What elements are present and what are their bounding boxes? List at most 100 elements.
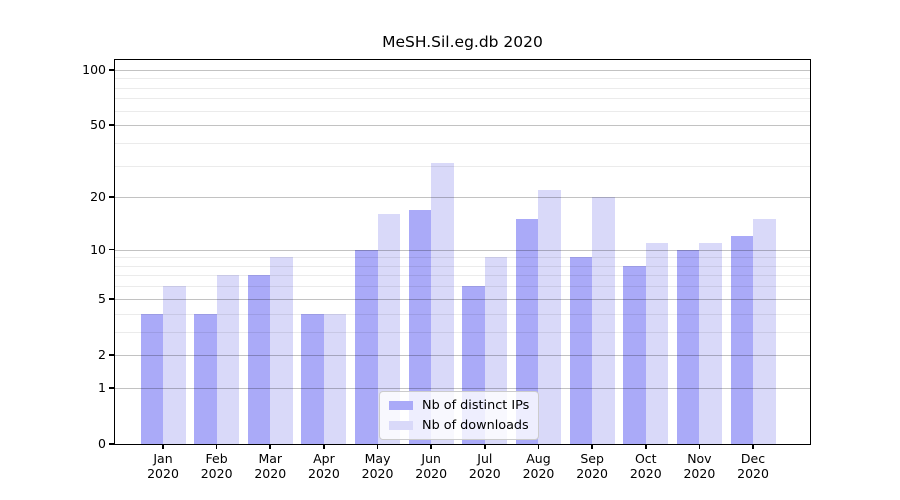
bar-distinct-ips-aug: [515, 219, 539, 444]
gridline-y-50: [115, 125, 810, 127]
x-tick-label-oct: Oct 2020: [618, 451, 674, 481]
gridline-y-3: [115, 331, 810, 333]
bar-downloads-may: [377, 214, 401, 444]
x-tick-label-year: 2020: [147, 466, 179, 481]
bar-downloads-oct: [645, 242, 669, 444]
x-tick-mark-aug: [537, 444, 540, 449]
legend-item-distinct-ips: Nb of distinct IPs: [389, 398, 529, 413]
x-tick-label-feb: Feb 2020: [189, 451, 245, 481]
bar-downloads-feb: [216, 275, 240, 444]
bar-distinct-ips-jun: [408, 209, 432, 444]
x-tick-label-year: 2020: [468, 466, 501, 481]
x-tick-label-year: 2020: [415, 466, 448, 481]
y-tick-mark-10: [109, 248, 114, 251]
gridline-y-60: [115, 110, 810, 112]
gridline-y-30: [115, 165, 810, 167]
x-tick-mark-apr: [323, 444, 325, 449]
gridline-y-20: [115, 197, 810, 199]
gridline-y-4: [115, 313, 810, 315]
bar-downloads-dec: [753, 219, 776, 444]
x-tick-label-mar: Mar 2020: [242, 451, 298, 481]
bar-distinct-ips-sep: [569, 257, 593, 444]
legend: Nb of distinct IPs Nb of downloads: [379, 391, 540, 440]
x-tick-mark-sep: [591, 444, 593, 449]
x-tick-label-dec: Dec 2020: [725, 451, 781, 481]
legend-item-downloads: Nb of downloads: [389, 418, 529, 433]
x-tick-label-year: 2020: [254, 466, 287, 481]
gridline-y-2: [115, 354, 810, 356]
bar-distinct-ips-feb: [194, 313, 217, 444]
x-tick-label-year: 2020: [576, 466, 609, 481]
bar-downloads-apr: [323, 313, 347, 444]
x-tick-mark-may: [376, 444, 379, 449]
gridline-y-80: [115, 87, 810, 89]
bar-distinct-ips-may: [355, 249, 378, 444]
x-tick-label-may: May 2020: [350, 451, 406, 481]
bar-distinct-ips-nov: [676, 249, 700, 444]
bar-downloads-mar: [270, 257, 293, 444]
x-tick-mark-jan: [162, 444, 164, 449]
plot-area: MeSH.Sil.eg.db 2020 100 50 20 10 5 2 1 0 Jan 2020…: [82, 33, 811, 481]
x-tick-mark-mar: [269, 444, 272, 449]
bar-distinct-ips-apr: [301, 313, 324, 444]
gridline-y-70: [115, 98, 810, 100]
gridline-y-8: [115, 265, 810, 267]
y-tick-mark-0: [109, 443, 114, 445]
chart-title: MeSH.Sil.eg.db 2020: [382, 33, 543, 51]
x-tick-label-aug: Aug 2020: [510, 451, 566, 481]
legend-label-downloads: Nb of downloads: [422, 418, 529, 433]
bar-distinct-ips-dec: [730, 236, 754, 444]
gridline-y-7: [115, 275, 810, 277]
y-tick-mark-2: [109, 354, 114, 356]
bar-downloads-sep: [592, 197, 615, 444]
x-tick-label-jun: Jun 2020: [403, 451, 459, 481]
x-tick-label-year: 2020: [683, 466, 716, 481]
y-tick-mark-1: [109, 387, 114, 389]
gridline-y-10: [115, 249, 810, 251]
x-tick-mark-dec: [752, 444, 754, 449]
x-tick-label-jan: Jan 2020: [135, 451, 191, 481]
legend-label-distinct-ips: Nb of distinct IPs: [422, 398, 530, 413]
x-tick-mark-feb: [215, 444, 218, 449]
bar-distinct-ips-oct: [623, 265, 646, 444]
y-tick-label-0: 0: [98, 436, 106, 451]
x-tick-label-year: 2020: [629, 466, 662, 481]
gridline-y-6: [115, 286, 810, 288]
bar-distinct-ips-mar: [247, 275, 271, 444]
bar-downloads-jun: [431, 163, 454, 444]
legend-swatch-downloads-icon: [389, 421, 413, 430]
gridline-y-5: [115, 298, 810, 300]
x-tick-label-year: 2020: [522, 466, 555, 481]
bar-downloads-jan: [163, 286, 186, 444]
x-tick-label-year: 2020: [361, 466, 394, 481]
y-tick-label-2: 2: [98, 346, 106, 362]
bar-distinct-ips-jan: [140, 313, 163, 444]
y-tick-mark-20: [109, 196, 114, 198]
gridline-y-100: [115, 69, 810, 71]
y-tick-label-5: 5: [98, 290, 106, 306]
gridline-y-40: [115, 142, 810, 144]
x-tick-label-apr: Apr 2020: [296, 451, 352, 481]
y-tick-label-1: 1: [98, 379, 106, 395]
y-tick-mark-50: [109, 124, 114, 126]
y-tick-mark-5: [109, 297, 114, 300]
gridline-y-90: [115, 78, 810, 80]
x-tick-mark-jul: [484, 444, 486, 449]
x-tick-label-year: 2020: [737, 466, 769, 481]
gridline-y-9: [115, 257, 810, 259]
x-tick-mark-oct: [644, 444, 647, 449]
gridline-y-1: [115, 387, 810, 389]
x-tick-label-year: 2020: [308, 466, 340, 481]
x-tick-label-sep: Sep 2020: [564, 451, 620, 481]
bar-downloads-nov: [699, 242, 722, 444]
bar-downloads-aug: [538, 189, 561, 444]
x-tick-label-year: 2020: [200, 466, 233, 481]
y-tick-label-50: 50: [90, 117, 106, 133]
x-tick-label-jul: Jul 2020: [457, 451, 513, 481]
x-tick-label-nov: Nov 2020: [671, 451, 727, 481]
x-tick-mark-nov: [698, 444, 701, 449]
y-tick-label-10: 10: [90, 241, 106, 257]
legend-swatch-distinct-ips-icon: [389, 401, 413, 410]
y-tick-label-20: 20: [90, 189, 106, 205]
